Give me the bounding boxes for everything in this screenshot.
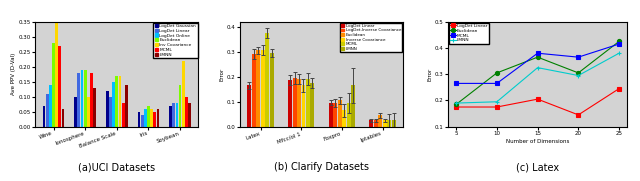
Bar	[109, 97, 112, 127]
Bar	[169, 106, 172, 127]
Bar	[138, 112, 140, 127]
Bar	[125, 85, 128, 127]
Bar	[369, 120, 373, 127]
Bar	[61, 109, 65, 127]
Bar	[144, 109, 147, 127]
Text: (a)UCI Datasets: (a)UCI Datasets	[78, 162, 156, 172]
Bar	[90, 73, 93, 127]
Bar	[248, 85, 252, 127]
Bar	[118, 76, 122, 127]
Bar	[49, 85, 52, 127]
Bar	[175, 103, 179, 127]
Bar	[185, 97, 188, 127]
Bar	[351, 85, 355, 127]
Bar	[329, 103, 333, 127]
Bar	[179, 85, 182, 127]
Text: (b) Clarify Datasets: (b) Clarify Datasets	[274, 162, 369, 172]
Bar	[93, 88, 96, 127]
Bar	[157, 109, 159, 127]
Bar	[257, 50, 260, 127]
Bar	[106, 91, 109, 127]
Bar	[261, 50, 265, 127]
Text: (c) Latex: (c) Latex	[516, 162, 559, 172]
X-axis label: Number of Dimensions: Number of Dimensions	[506, 139, 570, 144]
Bar	[338, 100, 342, 127]
Bar	[84, 70, 86, 127]
Bar	[141, 115, 143, 127]
Y-axis label: Error: Error	[220, 68, 224, 81]
Bar	[392, 120, 396, 127]
Bar	[306, 79, 310, 127]
Bar	[266, 33, 269, 127]
Bar	[122, 103, 125, 127]
Bar	[310, 83, 314, 127]
Bar	[342, 110, 346, 127]
Bar	[333, 103, 337, 127]
Bar	[87, 97, 90, 127]
Bar	[147, 106, 150, 127]
Bar	[81, 70, 83, 127]
Bar	[58, 46, 61, 127]
Bar	[112, 82, 115, 127]
Bar	[288, 81, 292, 127]
Y-axis label: Ave PPV (D-Val): Ave PPV (D-Val)	[11, 53, 16, 95]
Bar	[374, 120, 378, 127]
Bar	[46, 94, 49, 127]
Bar	[77, 73, 80, 127]
Bar	[252, 54, 256, 127]
Legend: LogDet Gaussian, LogDet Linear, LogDet Online, Euclidean, Inv Covariance, MCML, : LogDet Gaussian, LogDet Linear, LogDet O…	[153, 23, 198, 58]
Bar	[182, 61, 185, 127]
Bar	[188, 103, 191, 127]
Legend: LogDet Linear, LogDet-Inverse Covariance, Euclidean, Inverse Covariance, MCML, L: LogDet Linear, LogDet-Inverse Covariance…	[340, 23, 403, 52]
Bar	[154, 112, 156, 127]
Bar	[378, 115, 382, 127]
Bar	[52, 43, 55, 127]
Bar	[115, 76, 118, 127]
Bar	[43, 106, 45, 127]
Bar	[172, 103, 175, 127]
Bar	[270, 53, 274, 127]
Bar	[292, 78, 296, 127]
Bar	[150, 109, 153, 127]
Legend: LogDet Linear, Euclidean, MCML, LMNN: LogDet Linear, Euclidean, MCML, LMNN	[449, 23, 488, 44]
Bar	[55, 22, 58, 127]
Bar	[347, 103, 351, 127]
Bar	[301, 85, 305, 127]
Bar	[387, 120, 391, 127]
Y-axis label: Error: Error	[428, 68, 432, 81]
Bar	[297, 79, 301, 127]
Bar	[74, 97, 77, 127]
Bar	[383, 120, 387, 127]
